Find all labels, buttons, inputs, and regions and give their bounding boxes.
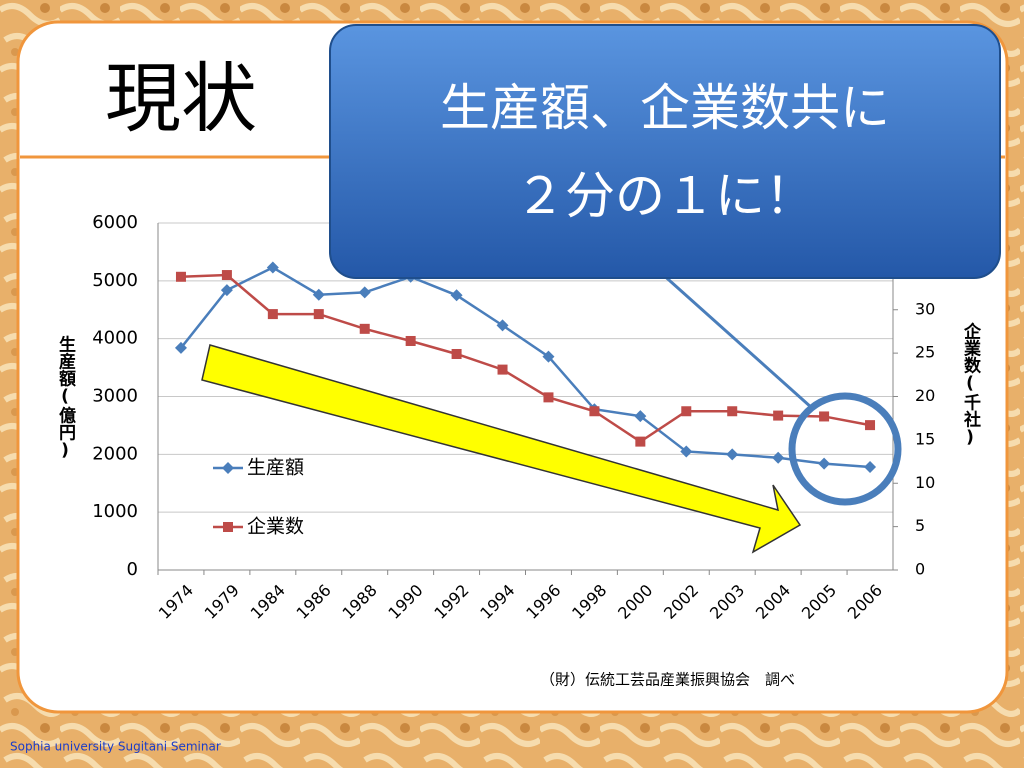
marker <box>221 270 232 281</box>
marker <box>359 323 370 334</box>
y-tick-label: 3000 <box>92 386 138 407</box>
marker <box>634 410 647 423</box>
marker <box>313 309 324 320</box>
marker <box>680 445 693 458</box>
source-note: （財）伝統工芸品産業振興協会 調べ <box>540 671 795 689</box>
marker <box>496 319 509 332</box>
marker <box>726 448 739 461</box>
marker <box>589 406 600 417</box>
marker <box>451 348 462 359</box>
marker <box>220 284 233 297</box>
marker <box>727 406 738 417</box>
callout-pointer <box>658 270 814 410</box>
y-tick-label: 5000 <box>92 270 138 291</box>
y-axis-label: 生産額(億円) <box>55 334 77 460</box>
y2-tick-label: 5 <box>915 516 925 535</box>
legend-label: 生産額 <box>247 457 304 479</box>
trend-arrow <box>201 344 802 554</box>
y-tick-label: 1000 <box>92 501 138 522</box>
callout-text: ２分の１に！ <box>515 167 815 225</box>
highlight-circle <box>788 392 902 506</box>
marker <box>497 364 508 375</box>
marker <box>222 462 234 474</box>
marker <box>635 436 646 447</box>
footer: Sophia university Sugitani Seminar <box>10 740 221 754</box>
marker <box>312 288 325 301</box>
marker <box>772 451 785 464</box>
marker <box>358 286 371 299</box>
marker <box>681 406 692 417</box>
marker <box>405 335 416 346</box>
marker <box>175 271 186 282</box>
marker <box>773 410 784 421</box>
slide-title: 現状 <box>105 54 257 143</box>
marker <box>864 461 877 474</box>
marker <box>543 392 554 403</box>
legend-label: 企業数 <box>247 516 304 538</box>
y2-tick-label: 10 <box>915 473 935 492</box>
marker <box>865 420 876 431</box>
marker <box>818 457 831 470</box>
y-tick-label: 4000 <box>92 328 138 349</box>
marker <box>542 350 555 363</box>
y-tick-label: 2000 <box>92 443 138 464</box>
marker <box>266 261 279 274</box>
y2-tick-label: 30 <box>915 299 935 318</box>
y-tick-label: 6000 <box>92 212 138 233</box>
callout-box <box>329 24 1001 279</box>
series-line <box>180 273 871 444</box>
marker <box>450 289 463 302</box>
y2-tick-label: 15 <box>915 429 935 448</box>
y-tick-label: 0 <box>127 559 138 580</box>
callout-text: 生産額、企業数共に <box>440 79 890 137</box>
y2-tick-label: 20 <box>915 386 935 405</box>
marker <box>174 341 187 354</box>
series-line <box>179 266 871 469</box>
marker <box>223 522 233 532</box>
marker <box>267 309 278 320</box>
marker <box>819 411 830 422</box>
y2-tick-label: 0 <box>915 560 925 579</box>
y2-tick-label: 25 <box>915 343 935 362</box>
y2-axis-label: 企業数(千社) <box>960 321 982 447</box>
